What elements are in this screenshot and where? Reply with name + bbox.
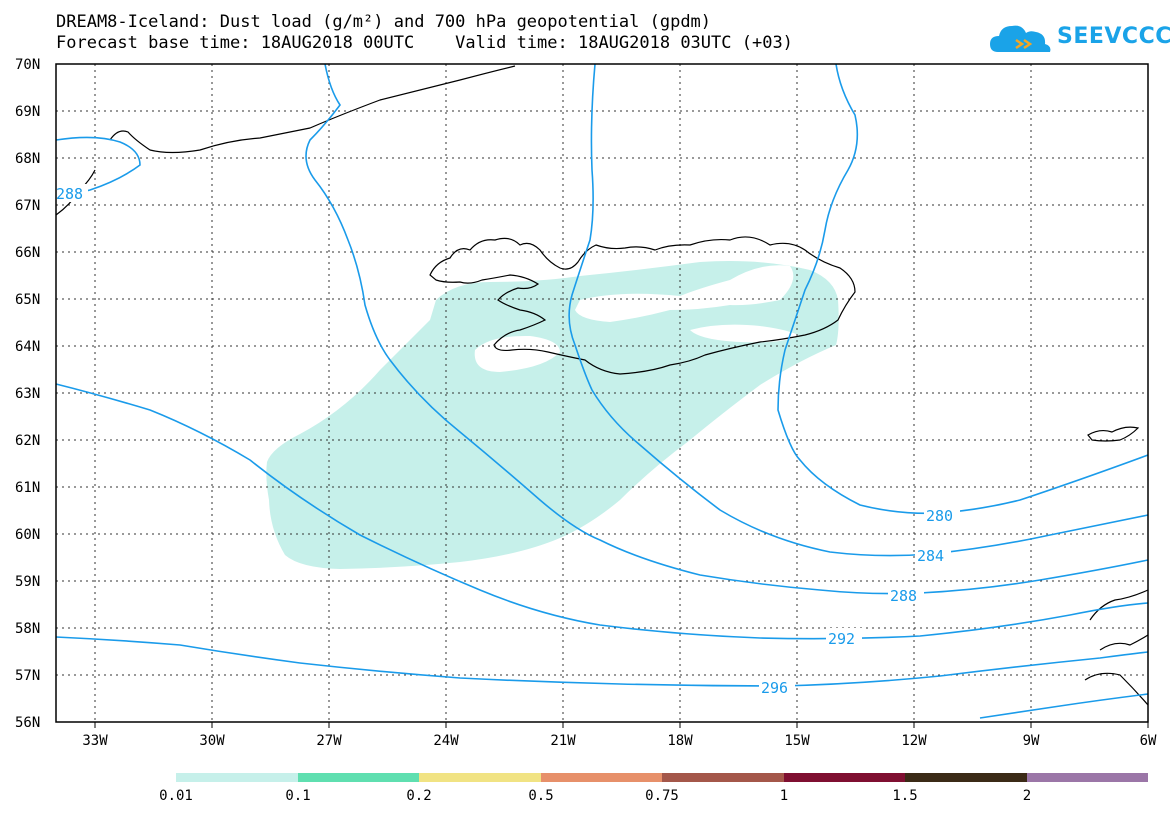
colorbar-segment: [784, 773, 905, 782]
faroe-coast: [1087, 426, 1140, 442]
contour-label: 288: [56, 185, 83, 203]
lat-label: 63N: [15, 386, 40, 402]
latitude-labels: 56N 57N 58N 59N 60N 61N 62N 63N 64N 65N …: [15, 57, 40, 731]
colorbar-segment: [1027, 773, 1148, 782]
map-frame: [55, 63, 1149, 723]
colorbar-label: 0.5: [528, 788, 553, 804]
lat-label: 60N: [15, 527, 40, 543]
contour-label: 292: [828, 630, 855, 648]
contour-label: 296: [761, 679, 788, 697]
contour-label: 284: [917, 547, 944, 565]
colorbar-label: 0.75: [645, 788, 679, 804]
lon-label: 15W: [784, 733, 810, 749]
lat-label: 56N: [15, 715, 40, 731]
lat-label: 65N: [15, 292, 40, 308]
lat-label: 59N: [15, 574, 40, 590]
greenland-coast: [109, 65, 516, 154]
contour-label: 280: [926, 507, 953, 525]
colorbar-segment: [662, 773, 784, 782]
dust-free-area: [474, 335, 560, 372]
contour-label: 288: [890, 587, 917, 605]
lon-label: 21W: [550, 733, 576, 749]
colorbar-label: 1: [780, 788, 788, 804]
colorbar-label: 0.01: [159, 788, 193, 804]
lon-label: 9W: [1023, 733, 1040, 749]
lon-gridlines: [94, 64, 1032, 722]
contour-300: [979, 693, 1149, 719]
lat-label: 66N: [15, 245, 40, 261]
lat-label: 69N: [15, 104, 40, 120]
colorbar-segment: [176, 773, 298, 782]
dust-free-area: [690, 324, 800, 343]
iceland-coast: [429, 236, 856, 375]
lon-label: 12W: [901, 733, 927, 749]
longitude-labels: 33W 30W 27W 24W 21W 18W 15W 12W 9W 6W: [82, 733, 1157, 749]
lon-label: 30W: [199, 733, 225, 749]
colorbar-label: 1.5: [892, 788, 917, 804]
colorbar-segment: [298, 773, 419, 782]
colorbar-label: 0.2: [406, 788, 431, 804]
lat-label: 68N: [15, 151, 40, 167]
colorbar: 0.01 0.1 0.2 0.5 0.75 1 1.5 2: [159, 773, 1148, 804]
lon-label: 18W: [667, 733, 693, 749]
contour-labels: 280 284 288 292 296 288: [56, 184, 960, 697]
lon-label: 27W: [316, 733, 342, 749]
cloud-icon: [990, 25, 1051, 52]
lat-label: 58N: [15, 621, 40, 637]
lat-label: 62N: [15, 433, 40, 449]
scotland-coast: [1084, 589, 1149, 706]
colorbar-segment: [419, 773, 541, 782]
contour-296: [55, 636, 1149, 687]
colorbar-segment: [905, 773, 1027, 782]
contour-292: [55, 383, 1149, 640]
colorbar-segment: [541, 773, 662, 782]
lon-label: 24W: [433, 733, 459, 749]
lon-label: 33W: [82, 733, 108, 749]
dust-free-area: [575, 265, 794, 322]
coastline: [55, 65, 1149, 706]
axis-ticks: [94, 722, 1149, 728]
lat-label: 70N: [15, 57, 40, 73]
dust-area: [266, 261, 839, 569]
contour-280: [777, 63, 1149, 515]
contour-284: [568, 63, 1149, 557]
map-subtitle: Forecast base time: 18AUG2018 00UTC Vali…: [56, 33, 793, 53]
colorbar-label: 2: [1023, 788, 1031, 804]
logo-text: SEEVCCC: [1057, 24, 1172, 49]
colorbar-label: 0.1: [285, 788, 310, 804]
lat-label: 61N: [15, 480, 40, 496]
lat-label: 67N: [15, 198, 40, 214]
lat-gridlines: [56, 110, 1148, 676]
seevccc-logo: [990, 18, 1150, 58]
lon-label: 6W: [1140, 733, 1157, 749]
lat-label: 64N: [15, 339, 40, 355]
map-title: DREAM8-Iceland: Dust load (g/m²) and 700…: [56, 12, 712, 32]
lat-label: 57N: [15, 668, 40, 684]
